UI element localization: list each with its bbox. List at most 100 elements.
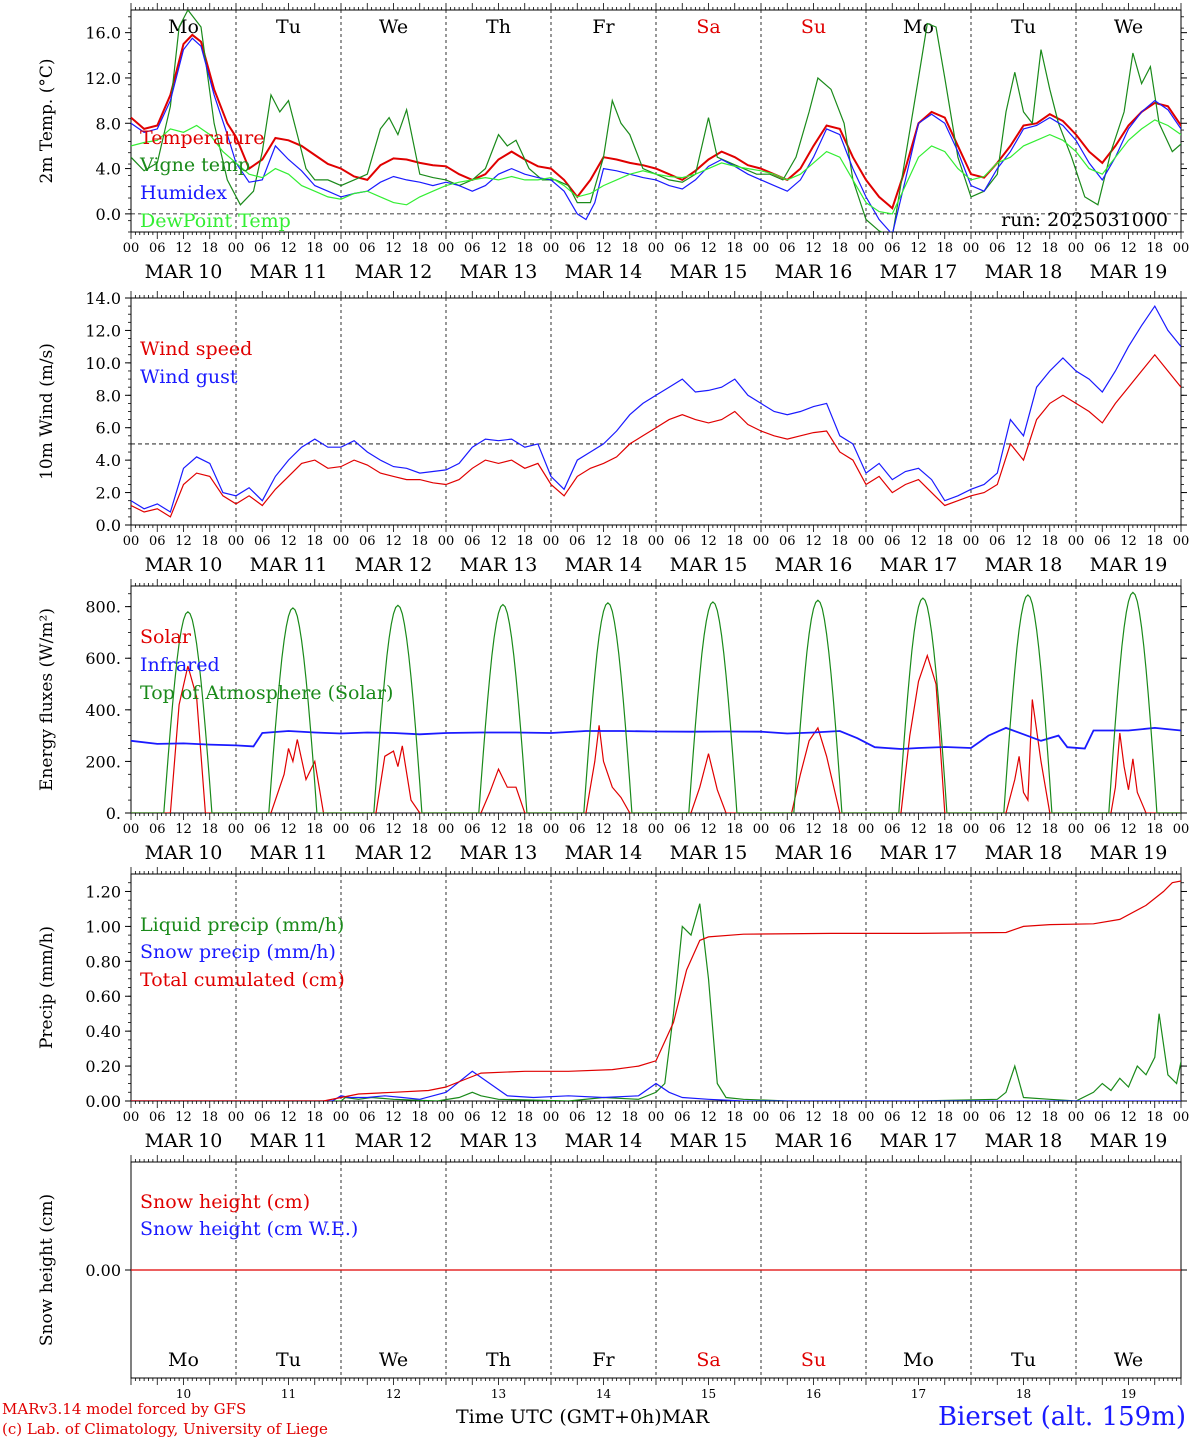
series-line-liquid-precip-mm-h- [131,903,1181,1101]
x-hour-label: 00 [228,1110,245,1125]
x-hour-label: 18 [936,534,953,549]
x-hour-label: 18 [411,534,428,549]
x-hour-label: 12 [595,241,612,256]
x-hour-label: 18 [936,241,953,256]
x-date-number: 18 [1016,1387,1031,1401]
x-hour-label: 00 [438,534,455,549]
legend-infrared: Infrared [140,654,220,676]
x-hour-label: 06 [464,822,481,837]
x-hour-label: 06 [569,241,586,256]
y-axis-title: Precip (mm/h) [37,926,57,1049]
x-date-label: MAR 15 [670,1130,748,1152]
x-hour-label: 00 [1173,241,1190,256]
day-label: Tu [276,16,301,38]
legend-snow-precip-mm-h-: Snow precip (mm/h) [140,941,336,963]
x-hour-label: 18 [726,822,743,837]
x-hour-label: 12 [385,534,402,549]
x-date-label: MAR 10 [145,1130,223,1152]
series-line-total-cumulated-cm- [131,880,1181,1101]
x-hour-label: 06 [779,1110,796,1125]
x-date-label: MAR 12 [355,554,433,576]
x-date-label: MAR 13 [460,554,538,576]
day-label: Tu [1011,16,1036,38]
x-hour-label: 00 [648,241,665,256]
x-hour-label: 12 [280,241,297,256]
series-group [131,591,1181,813]
model-credit: MARv3.14 model forced by GFS [2,1400,247,1418]
x-hour-label: 00 [123,534,140,549]
x-hour-label: 06 [254,241,271,256]
x-date-label: MAR 11 [250,842,328,864]
legend-snow-height-cm-: Snow height (cm) [140,1191,310,1213]
x-hour-label: 00 [438,822,455,837]
x-hour-label: 06 [569,534,586,549]
x-date-number: 15 [701,1387,716,1401]
x-hour-label: 12 [280,822,297,837]
x-hour-label: 18 [1146,241,1163,256]
x-date-label: MAR 19 [1090,842,1168,864]
x-hour-label: 00 [753,822,770,837]
x-hour-label: 00 [228,534,245,549]
x-date-number: 14 [596,1387,612,1401]
x-hour-label: 18 [621,822,638,837]
x-hour-label: 06 [884,1110,901,1125]
x-hour-label: 18 [1146,534,1163,549]
x-hour-label: 18 [1041,534,1058,549]
day-label: Th [486,1349,511,1371]
x-hour-label: 18 [936,1110,953,1125]
x-hour-label: 06 [779,241,796,256]
x-hour-label: 00 [648,1110,665,1125]
x-hour-label: 00 [963,241,980,256]
x-hour-label: 18 [726,534,743,549]
x-hour-label: 12 [385,1110,402,1125]
x-date-label: MAR 11 [250,554,328,576]
x-hour-label: 00 [753,1110,770,1125]
x-hour-label: 00 [333,1110,350,1125]
x-date-label: MAR 10 [145,554,223,576]
x-hour-label: 18 [1041,241,1058,256]
y-tick-label: 0.40 [85,1022,121,1041]
time-axis-title: Time UTC (GMT+0h) [456,1406,662,1428]
panel-2: 0.0 2.0 4.0 6.0 8.0 10.0 12.0 14.0 10m Wind (m/s… [37,289,1190,576]
x-hour-label: 06 [674,241,691,256]
x-date-label: MAR 18 [985,842,1063,864]
x-hour-label: 00 [1068,1110,1085,1125]
series-line-vigne-temp [131,10,1181,232]
y-tick-label: 0.80 [85,952,121,971]
x-hour-label: 12 [1120,534,1137,549]
x-hour-label: 00 [1173,534,1190,549]
day-label: We [1114,16,1143,38]
x-hour-label: 12 [1120,822,1137,837]
x-date-label: MAR 12 [355,261,433,283]
x-date-label: MAR 14 [565,1130,643,1152]
x-hour-label: 00 [963,822,980,837]
time-axis-month: MAR [661,1406,710,1428]
x-hour-label: 00 [543,534,560,549]
x-hour-label: 18 [1041,822,1058,837]
x-hour-label: 18 [516,241,533,256]
x-hour-label: 06 [464,241,481,256]
x-hour-label: 00 [753,241,770,256]
day-label: Mo [903,1349,934,1371]
x-hour-label: 06 [569,822,586,837]
x-hour-label: 06 [1094,534,1111,549]
x-hour-label: 06 [989,241,1006,256]
y-tick-label: 6.0 [96,419,121,438]
y-tick-label: 400. [85,701,121,720]
x-hour-label: 12 [280,1110,297,1125]
x-date-label: MAR 16 [775,1130,853,1152]
x-hour-label: 00 [543,241,560,256]
y-tick-label: 10.0 [85,354,121,373]
x-hour-label: 00 [858,1110,875,1125]
series-group [131,304,1181,518]
x-hour-label: 00 [1173,822,1190,837]
y-axis-title: 10m Wind (m/s) [37,343,57,480]
x-hour-label: 18 [411,241,428,256]
x-hour-label: 00 [753,534,770,549]
y-tick-label: 200. [85,752,121,771]
series-group [131,880,1181,1101]
day-label: We [379,16,408,38]
x-hour-label: 00 [333,822,350,837]
x-hour-label: 12 [595,822,612,837]
y-tick-label: 1.20 [85,882,121,901]
